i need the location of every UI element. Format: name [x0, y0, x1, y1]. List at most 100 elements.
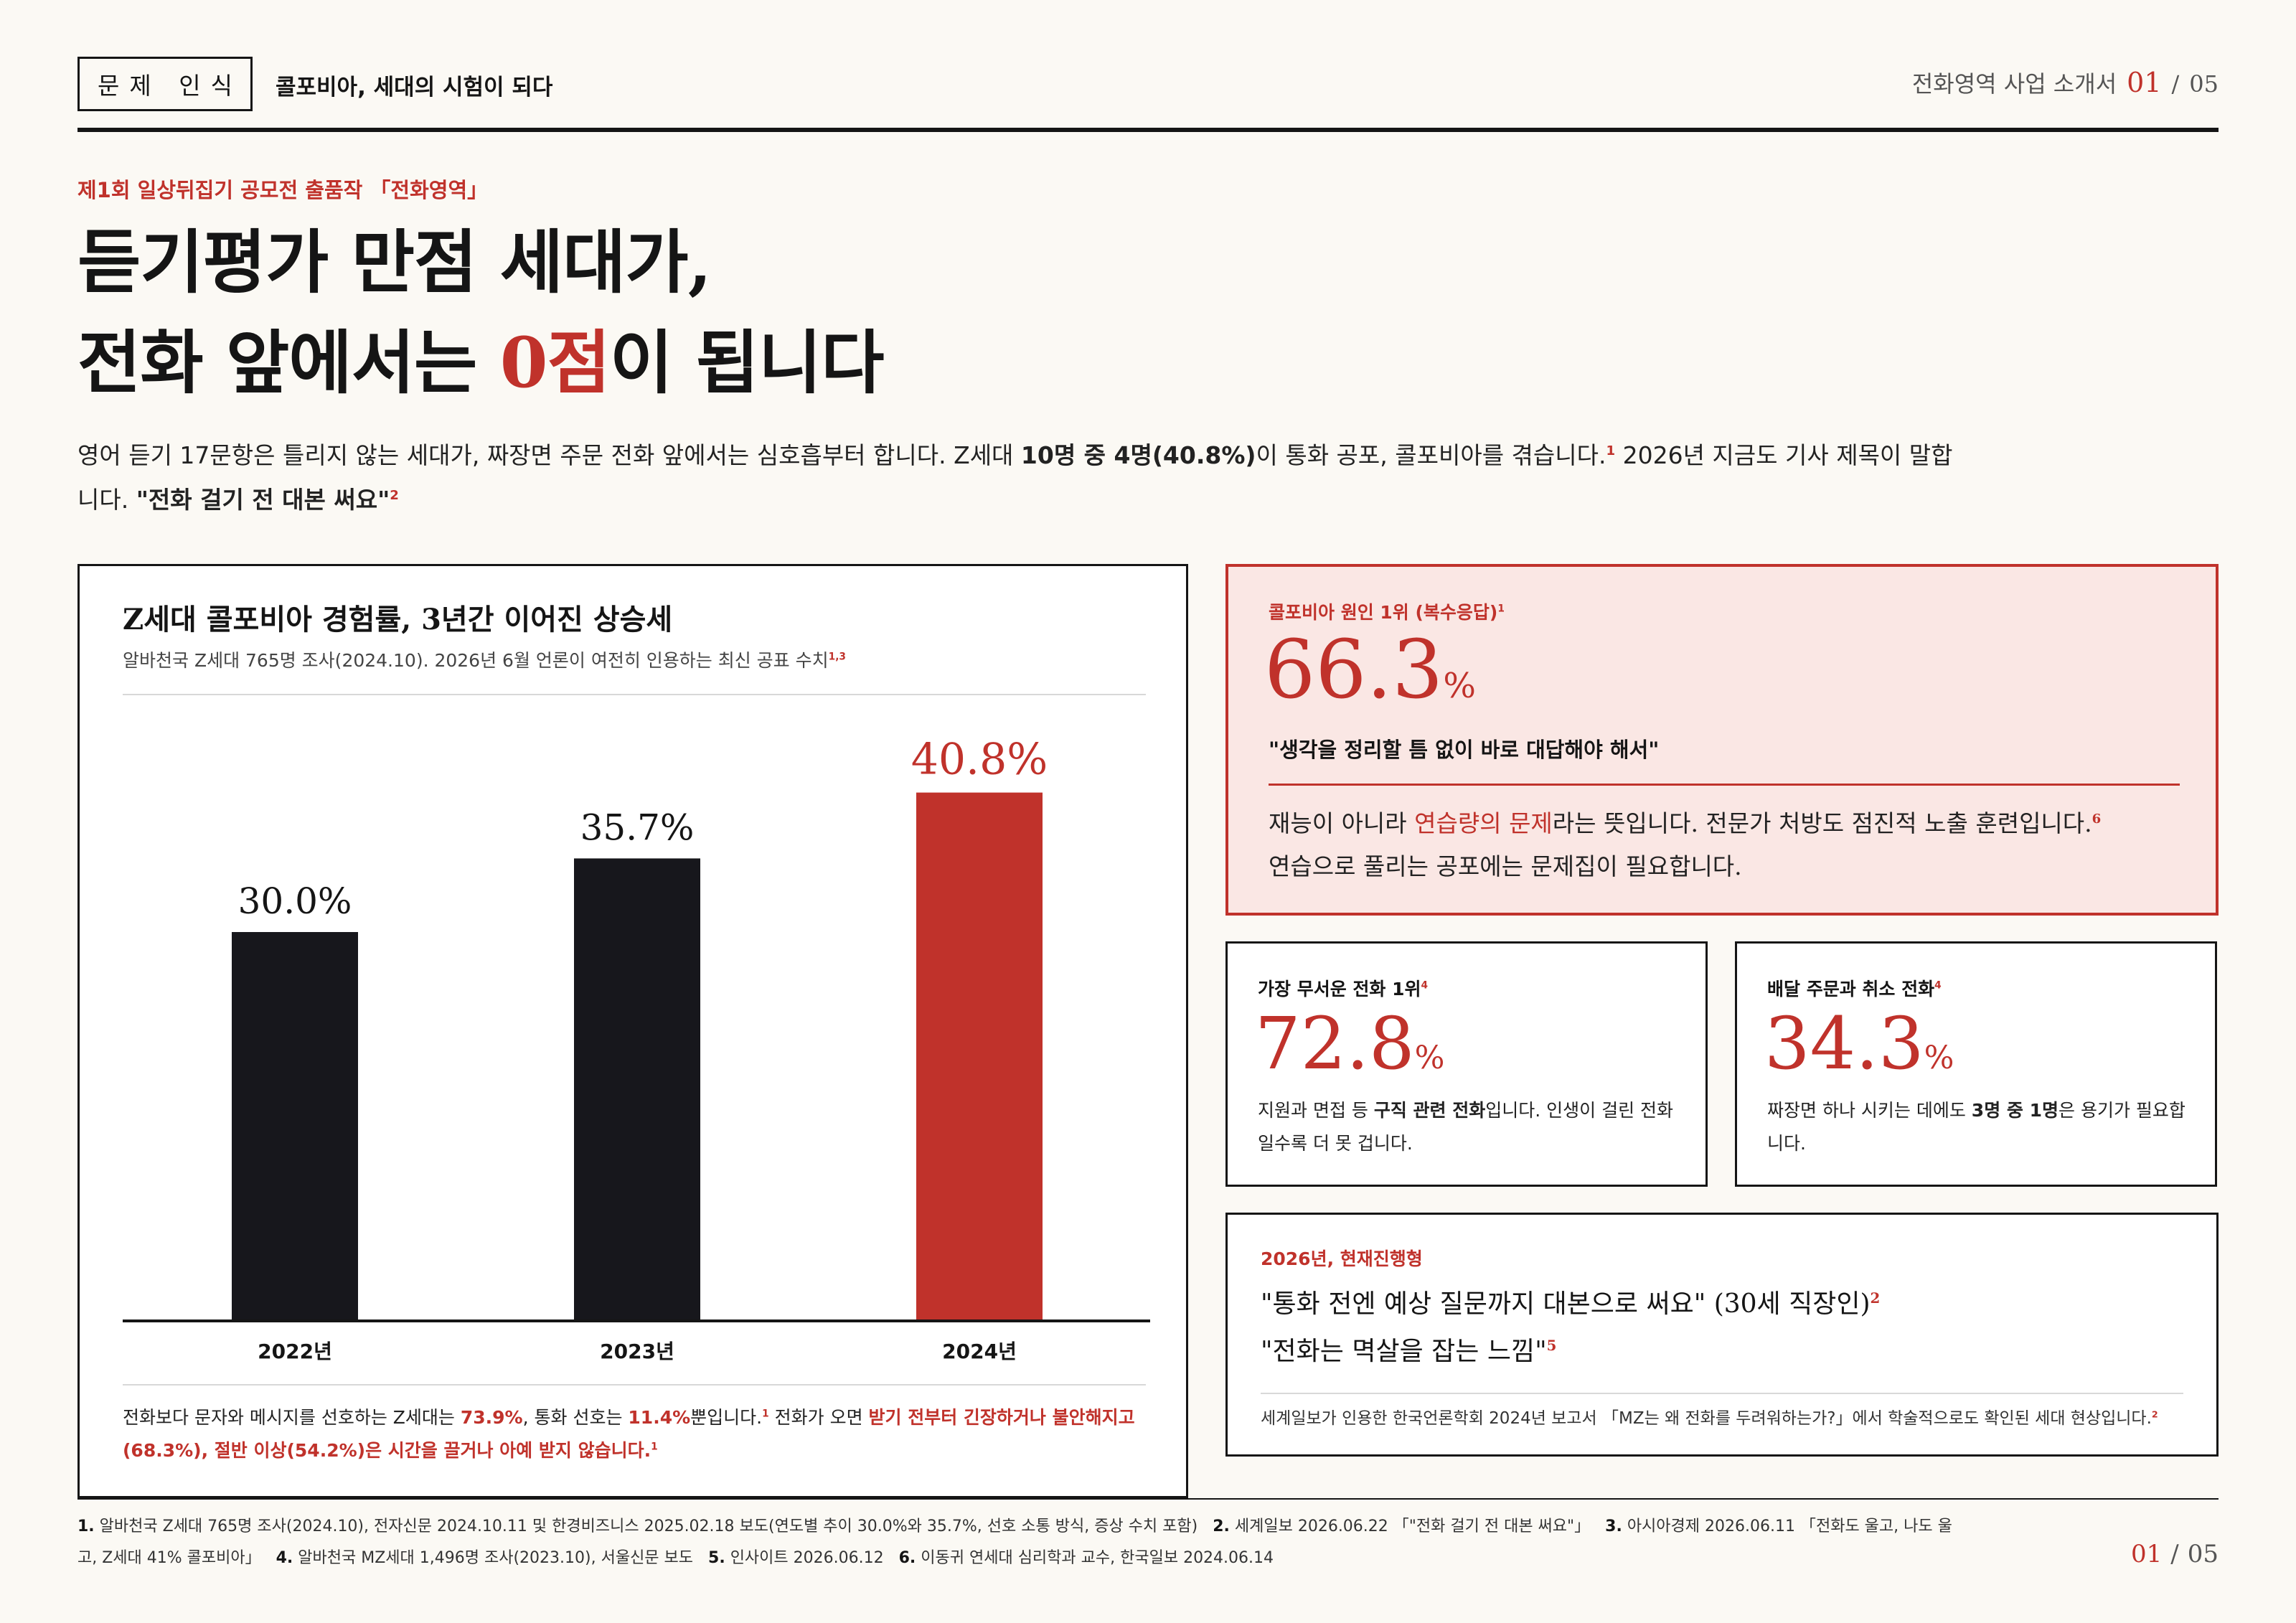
- quote-line: "통화 전엔 예상 질문까지 대본으로 써요" (30세 직장인)2: [1261, 1281, 1880, 1328]
- highlight: 11.4%: [628, 1407, 691, 1428]
- chart-title: Z세대 콜포비아 경험률, 3년간 이어진 상승세: [123, 603, 673, 636]
- note-number: 6.: [898, 1549, 916, 1567]
- quote-text: "전화는 멱살을 잡는 느낌": [1261, 1337, 1547, 1366]
- x-tick-label: 2023년: [600, 1340, 674, 1363]
- chart-footnote: 전화보다 문자와 메시지를 선호하는 Z세대는 73.9%, 통화 선호는 11…: [123, 1401, 1156, 1467]
- label-text: 배달 주문과 취소 전화: [1767, 979, 1935, 999]
- footnote-ref: 1: [1606, 443, 1616, 458]
- text: 입니다. 인생이 걸린 전화일수록 더 못 겁니다.: [1258, 1100, 1674, 1154]
- highlight: 73.9%: [460, 1407, 523, 1428]
- kicker: 제1회 일상뒤집기 공모전 출품작 「전화영역」: [77, 178, 489, 202]
- page-total: 05: [2187, 1540, 2219, 1568]
- footnote-ref: 5: [1546, 1337, 1557, 1354]
- stat-value: 34.3: [1764, 1002, 1924, 1086]
- note-text: 알바천국 Z세대 765명 조사(2024.10), 전자신문 2024.10.…: [99, 1518, 1198, 1535]
- cause-body-line-1: 재능이 아니라 연습량의 문제라는 뜻입니다. 전문가 처방도 점진적 노출 훈…: [1269, 802, 2201, 845]
- bar-chart: 30.0% 2022년 35.7% 2023년 40.8% 2024년: [123, 735, 1150, 1363]
- stat-label: 가장 무서운 전화 1위4: [1258, 975, 1428, 1001]
- doc-title: 전화영역 사업 소개서: [1911, 70, 2117, 98]
- page-total: 05: [2189, 70, 2219, 98]
- footnote-ref: 1: [762, 1408, 769, 1420]
- quote-label: 2026년, 현재진행형: [1261, 1248, 1423, 1269]
- stat-description: 지원과 면접 등 구직 관련 전화입니다. 인생이 걸린 전화일수록 더 못 겁…: [1258, 1094, 1688, 1160]
- text: 재능이 아니라: [1269, 809, 1415, 837]
- x-tick-label: 2022년: [258, 1340, 332, 1363]
- headline-text: 전화 앞에서는: [77, 322, 500, 403]
- text: 라는 뜻입니다. 전문가 처방도 점진적 노출 훈련입니다.: [1552, 809, 2092, 837]
- cause-divider: [1269, 784, 2180, 786]
- bar-2022년: [232, 932, 358, 1319]
- note-text: 인사이트 2026.06.12: [730, 1549, 884, 1567]
- chart-card: Z세대 콜포비아 경험률, 3년간 이어진 상승세 알바천국 Z세대 765명 …: [77, 564, 1188, 1498]
- note: 5. 인사이트 2026.06.12: [708, 1549, 884, 1567]
- stat-card-delivery-calls: 배달 주문과 취소 전화4 34.3% 짜장면 하나 시키는 데에도 3명 중 …: [1735, 941, 2217, 1187]
- headline-line-2: 전화 앞에서는 0점이 됩니다: [77, 313, 885, 413]
- lede-bold: 10명 중 4명(40.8%): [1020, 441, 1256, 469]
- section-subtitle: 콜포비아, 세대의 시험이 되다: [276, 75, 553, 100]
- bold-text: 구직 관련 전화: [1373, 1100, 1486, 1121]
- headline-text: 이 됩니다: [609, 322, 885, 403]
- stat-number: 72.8%: [1255, 1004, 1444, 1099]
- note-number: 2.: [1213, 1518, 1230, 1535]
- note: 6. 이동귀 연세대 심리학과 교수, 한국일보 2024.06.14: [899, 1549, 1274, 1567]
- note-text: 아시아경제 2026.06.11 「전화도 울고, 나도 울고, Z세대 41%…: [77, 1518, 1952, 1567]
- x-tick-label: 2024년: [942, 1340, 1017, 1363]
- footnote-ref: 1: [1497, 603, 1505, 615]
- bar-value-label: 35.7%: [580, 806, 695, 848]
- quote-card: 2026년, 현재진행형 "통화 전엔 예상 질문까지 대본으로 써요" (30…: [1225, 1213, 2219, 1457]
- stat-unit: %: [1443, 666, 1476, 706]
- stat-number: 34.3%: [1764, 1004, 1954, 1099]
- stat-description: 짜장면 하나 시키는 데에도 3명 중 1명은 용기가 필요합니다.: [1767, 1094, 2198, 1160]
- lede-text: 2026년 지금도 기사 제목이 말합니다.: [77, 441, 1953, 514]
- cause-body: 재능이 아니라 연습량의 문제라는 뜻입니다. 전문가 처방도 점진적 노출 훈…: [1269, 802, 2201, 888]
- chart-foot-divider: [123, 1384, 1146, 1386]
- cause-body-line-2: 연습으로 풀리는 공포에는 문제집이 필요합니다.: [1269, 852, 1742, 880]
- text: 지원과 면접 등: [1258, 1100, 1374, 1121]
- lede-paragraph: 영어 듣기 17문항은 틀리지 않는 세대가, 짜장면 주문 전화 앞에서는 심…: [77, 433, 1957, 522]
- headline-line-1: 듣기평가 만점 세대가,: [77, 222, 712, 303]
- note-number: 5.: [708, 1549, 725, 1567]
- bar-2024년: [916, 792, 1043, 1319]
- page-current: 01: [2127, 67, 2162, 98]
- note-text: 세계일보 2026.06.22 「"전화 걸기 전 대본 써요"」: [1234, 1518, 1591, 1535]
- lede-text: 영어 듣기 17문항은 틀리지 않는 세대가, 짜장면 주문 전화 앞에서는 심…: [77, 441, 1021, 469]
- header-rule: [77, 128, 2219, 132]
- text: 세계일보가 인용한 한국언론학회 2024년 보고서 「MZ는 왜 전화를 두려…: [1261, 1409, 2152, 1428]
- label-text: 콜포비아 원인 1위 (복수응답): [1269, 602, 1498, 623]
- note: 1. 알바천국 Z세대 765명 조사(2024.10), 전자신문 2024.…: [77, 1518, 1198, 1535]
- text: 뿐입니다.: [690, 1407, 763, 1428]
- footnote-ref: 1,3: [828, 651, 846, 663]
- lede-bold: "전화 걸기 전 대본 써요": [136, 486, 390, 514]
- chart-subtitle-text: 알바천국 Z세대 765명 조사(2024.10). 2026년 6월 언론이 …: [123, 650, 829, 671]
- stat-card-job-calls: 가장 무서운 전화 1위4 72.8% 지원과 면접 등 구직 관련 전화입니다…: [1225, 941, 1708, 1187]
- bold-text: 3명 중 1명: [1971, 1100, 2059, 1121]
- highlight: 연습량의 문제: [1414, 809, 1553, 837]
- source-notes: 1. 알바천국 Z세대 765명 조사(2024.10), 전자신문 2024.…: [77, 1511, 1957, 1574]
- footnote-ref: 6: [2092, 812, 2102, 827]
- bar-value-label: 40.8%: [911, 735, 1048, 785]
- footnote-ref: 2: [1870, 1289, 1881, 1307]
- stat-value: 72.8: [1255, 1002, 1415, 1086]
- note-number: 4.: [276, 1549, 293, 1567]
- footnote-ref: 2: [2151, 1408, 2158, 1420]
- quote-divider: [1261, 1393, 2183, 1394]
- cause-stat: 66.3%: [1264, 627, 1476, 729]
- bar-2023년: [574, 858, 700, 1319]
- quote-line: "전화는 멱살을 잡는 느낌"5: [1261, 1328, 1880, 1375]
- text: 은 용기가 필요합니다.: [1767, 1100, 2186, 1154]
- chart-subtitle: 알바천국 Z세대 765명 조사(2024.10). 2026년 6월 언론이 …: [123, 646, 846, 672]
- doc-header-meta: 전화영역 사업 소개서 01 / 05: [1912, 66, 2219, 99]
- footnote-ref: 4: [1934, 979, 1942, 992]
- lede-text: 이 통화 공포, 콜포비아를 겪습니다.: [1256, 441, 1606, 469]
- stat-label: 배달 주문과 취소 전화4: [1767, 975, 1942, 1001]
- label-text: 가장 무서운 전화 1위: [1258, 979, 1421, 999]
- text: 전화보다 문자와 메시지를 선호하는 Z세대는: [123, 1407, 461, 1428]
- note-number: 1.: [77, 1518, 95, 1535]
- note-number: 3.: [1605, 1518, 1622, 1535]
- text: 짜장면 하나 시키는 데에도: [1767, 1100, 1972, 1121]
- cause-quote: "생각을 정리할 틈 없이 바로 대답해야 해서": [1269, 738, 1660, 762]
- chart-divider: [123, 694, 1146, 695]
- note-text: 알바천국 MZ세대 1,496명 조사(2023.10), 서울신문 보도: [298, 1549, 694, 1567]
- stat-unit: %: [1924, 1040, 1954, 1076]
- headline-highlight: 0점: [499, 322, 611, 403]
